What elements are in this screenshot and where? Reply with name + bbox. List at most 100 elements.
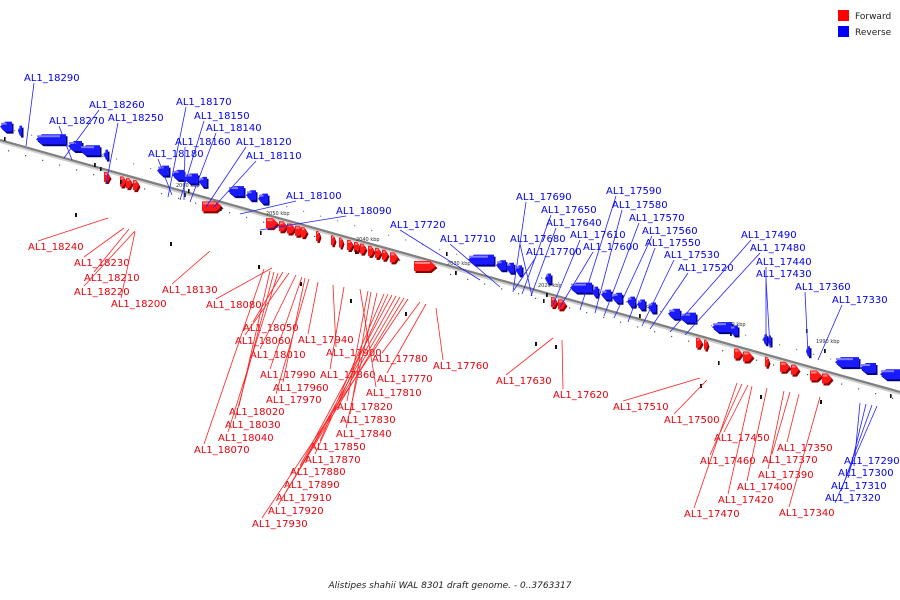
forward-gene-arrow[interactable] [822, 373, 834, 386]
forward-gene-arrow[interactable] [331, 235, 337, 248]
reverse-gene-arrow[interactable] [806, 346, 812, 359]
gene-tick [446, 252, 448, 256]
gene-label: AL1_18060 [235, 336, 291, 347]
scale-tick-label: 1990 kbp [816, 339, 840, 345]
label-leader-line [205, 146, 247, 208]
label-leader-line [215, 267, 273, 300]
forward-gene-arrow[interactable] [704, 339, 710, 352]
label-leader-line [252, 271, 284, 323]
reverse-gene-arrow[interactable] [506, 262, 516, 275]
forward-gene-arrow[interactable] [126, 178, 134, 191]
reverse-gene-arrow[interactable] [880, 369, 900, 382]
scale-tick-label: 2040 kbp [356, 237, 380, 243]
reverse-gene-arrow[interactable] [516, 265, 524, 278]
forward-gene-arrow[interactable] [780, 361, 792, 374]
reverse-gene-arrow[interactable] [258, 193, 270, 206]
label-leader-line [285, 296, 401, 493]
reverse-gene-arrow[interactable] [199, 176, 209, 189]
reverse-gene-arrow[interactable] [712, 322, 734, 335]
gene-label: AL1_17420 [718, 495, 774, 506]
reverse-gene-arrow[interactable] [496, 260, 508, 273]
forward-gene-arrow[interactable] [382, 249, 390, 262]
forward-gene-arrow[interactable] [368, 245, 376, 258]
forward-gene-arrow[interactable] [414, 261, 438, 273]
forward-gene-arrow[interactable] [696, 337, 704, 350]
forward-gene-arrow[interactable] [810, 370, 824, 383]
label-leader-line [449, 243, 501, 288]
gene-label: AL1_17770 [377, 374, 433, 385]
minor-tick [195, 202, 197, 204]
gene-label: AL1_17820 [337, 402, 393, 413]
minor-tick [756, 359, 758, 361]
minor-tick [875, 393, 877, 395]
label-leader-line [684, 252, 761, 336]
gene-label: AL1_17810 [366, 388, 422, 399]
label-leader-line [212, 160, 257, 209]
reverse-gene-arrow[interactable] [627, 296, 637, 309]
minor-tick [569, 307, 571, 309]
gene-label: AL1_18100 [286, 191, 342, 202]
label-leader-line [239, 200, 297, 215]
gene-label: AL1_17990 [260, 370, 316, 381]
label-leader-line [627, 247, 656, 323]
forward-gene-arrow[interactable] [301, 227, 309, 240]
reverse-gene-arrow[interactable] [172, 169, 186, 182]
minor-tick [14, 129, 16, 132]
reverse-gene-arrow[interactable] [592, 286, 600, 299]
gene-label: AL1_18160 [175, 137, 231, 148]
reverse-gene-arrow[interactable] [601, 289, 613, 302]
forward-gene-arrow[interactable] [339, 237, 345, 250]
gene-label: AL1_18120 [236, 137, 292, 148]
reverse-gene-arrow[interactable] [157, 165, 171, 178]
label-leader-line [234, 271, 275, 420]
reverse-gene-arrow[interactable] [730, 325, 740, 338]
gene-label: AL1_17390 [758, 470, 814, 481]
gene-label: AL1_17690 [516, 192, 572, 203]
reverse-gene-arrow[interactable] [860, 363, 878, 376]
gene-label: AL1_18130 [162, 285, 218, 296]
reverse-gene-arrow[interactable] [668, 308, 682, 321]
reverse-gene-arrow[interactable] [80, 145, 102, 158]
label-leader-line [381, 301, 421, 354]
forward-gene-arrow[interactable] [133, 180, 141, 193]
forward-gene-arrow[interactable] [734, 348, 744, 361]
minor-tick [93, 174, 95, 176]
reverse-gene-arrow[interactable] [612, 292, 624, 305]
reverse-gene-arrow[interactable] [104, 149, 110, 162]
reverse-gene-arrow[interactable] [637, 299, 647, 312]
reverse-gene-arrow[interactable] [680, 312, 698, 325]
label-leader-line [559, 251, 594, 308]
label-leader-line [269, 276, 303, 370]
reverse-gene-arrow[interactable] [36, 134, 68, 147]
gene-label: AL1_18080 [206, 300, 262, 311]
reverse-gene-arrow[interactable] [18, 125, 24, 138]
label-leader-line [63, 109, 100, 159]
forward-gene-arrow[interactable] [360, 243, 368, 256]
reverse-gene-arrow[interactable] [768, 335, 773, 348]
gene-label: AL1_17490 [741, 230, 797, 241]
gene-label: AL1_18290 [24, 73, 80, 84]
forward-gene-arrow[interactable] [390, 252, 400, 265]
forward-gene-arrow[interactable] [347, 240, 355, 252]
minor-tick [178, 197, 180, 200]
forward-gene-arrow[interactable] [791, 364, 801, 377]
minor-tick [841, 383, 843, 385]
reverse-gene-arrow[interactable] [246, 190, 258, 203]
reverse-gene-arrow[interactable] [570, 282, 594, 295]
gene-tick [75, 213, 77, 217]
reverse-gene-arrow[interactable] [0, 121, 14, 134]
forward-gene-arrow[interactable] [375, 247, 383, 260]
forward-gene-arrow[interactable] [316, 231, 322, 244]
reverse-gene-arrow[interactable] [835, 357, 861, 370]
label-leader-line [261, 298, 409, 519]
reverse-gene-arrow[interactable] [545, 273, 553, 286]
forward-gene-arrow[interactable] [765, 356, 771, 369]
reverse-gene-arrow[interactable] [228, 186, 246, 199]
minor-tick [269, 201, 271, 203]
minor-tick [722, 350, 724, 352]
reverse-gene-arrow[interactable] [468, 254, 496, 267]
forward-gene-arrow[interactable] [743, 351, 755, 364]
gene-label: AL1_18210 [84, 273, 140, 284]
label-leader-line [183, 146, 186, 201]
